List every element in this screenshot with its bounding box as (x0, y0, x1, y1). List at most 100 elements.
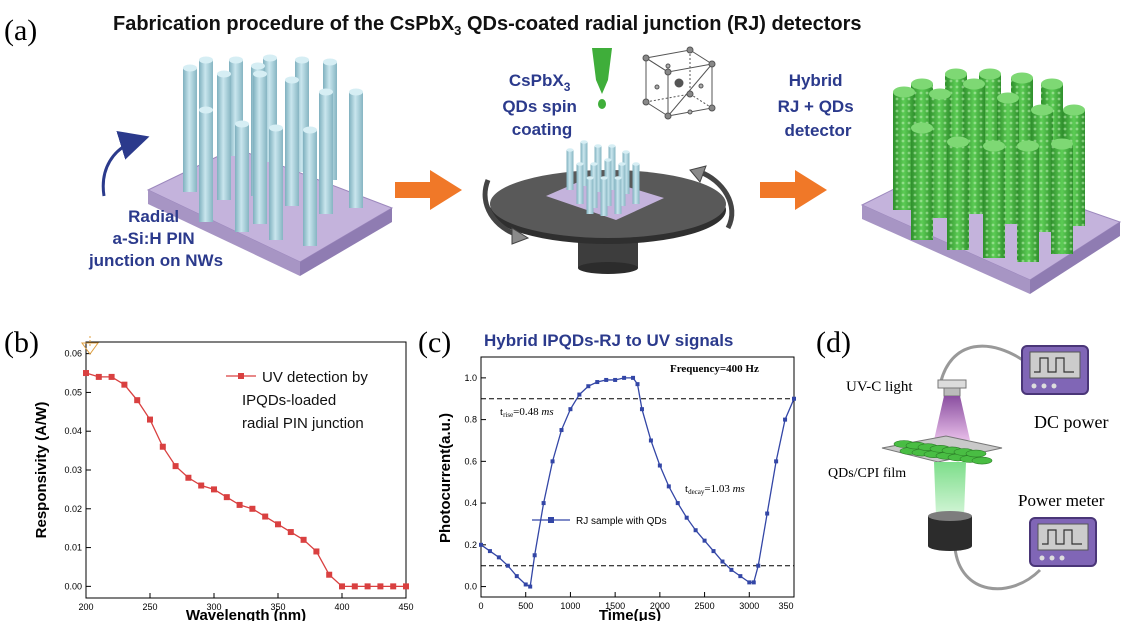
right-label: Hybrid RJ + QDs detector (778, 71, 859, 140)
chart-b-points (83, 370, 409, 590)
chart-c-point (550, 459, 555, 464)
nanowire (594, 146, 602, 192)
chart-b-point (364, 583, 371, 590)
nanowire (235, 124, 249, 232)
chart-b-xtick-label: 400 (334, 602, 349, 612)
chart-c-point (657, 463, 662, 468)
chart-c-point (756, 563, 761, 568)
chart-b-point (377, 583, 384, 590)
chart-c-point (639, 407, 644, 412)
panel-d: (d) (816, 326, 1109, 591)
chart-c-ytick-label: 0.6 (464, 456, 477, 466)
chart-c-ytick-label: 0.8 (464, 415, 477, 425)
chart-c-point (635, 382, 640, 387)
nanowire (217, 74, 231, 200)
chart-b-point (147, 416, 153, 423)
chart-c-xtick-label: 500 (518, 601, 533, 611)
chart-c-point (666, 484, 671, 489)
film-label: QDs/CPI film (828, 466, 906, 481)
wire-meter (953, 547, 1042, 591)
chart-c-point (729, 567, 734, 572)
chart-b-point (262, 513, 269, 520)
chart-b-ylabel: Responsivity (A/W) (33, 402, 50, 539)
chart-c-xtick-label: 1500 (605, 601, 625, 611)
qd-drop (598, 99, 606, 109)
chart-c-point (487, 549, 492, 554)
nanowire-array-right (860, 68, 1122, 294)
chart-b-point (83, 370, 89, 377)
chart-b-ytick-label: 0.04 (64, 426, 82, 436)
nanowire (618, 164, 626, 206)
panel-b-tag: (b) (4, 326, 39, 359)
chart-c-points (479, 375, 796, 589)
chart-c-xlabel: Time(μs) (599, 607, 661, 621)
nanowire (580, 142, 588, 186)
chart-b-ytick-label: 0.00 (64, 581, 82, 591)
process-arrow-1 (395, 170, 462, 210)
chart-c-point (622, 375, 627, 380)
chart-c-xtick-label: 3000 (739, 601, 759, 611)
chart-b-point (249, 505, 256, 512)
chart-c-point (541, 501, 546, 506)
chart-c-xtick-label: 0 (478, 601, 483, 611)
transmitted-beam (934, 462, 966, 516)
chart-b-point (198, 482, 205, 489)
chart-b-point (211, 486, 217, 493)
uv-lamp-icon (934, 379, 970, 440)
chart-b-point (223, 494, 230, 501)
chart-b-point (159, 443, 166, 450)
legend-b-marker (238, 373, 244, 379)
chart-c-point (505, 563, 510, 568)
chart-b-xtick-label: 350 (270, 602, 285, 612)
nanowire (269, 128, 283, 240)
chart-c-axes: 0 500 1000 1500 2000 2500 3000 350 0.0 0.2 0.4 0.6 0… (464, 373, 795, 611)
nanowire (303, 130, 317, 246)
chart-c-point (720, 559, 725, 564)
peak-marker-arrow (81, 342, 99, 355)
panel-a-tag: (a) (4, 14, 37, 47)
chart-b-point (313, 548, 320, 555)
chart-c-point (613, 377, 618, 382)
nanowires-middle (566, 140, 640, 216)
chart-b-xtick-label: 200 (78, 602, 93, 612)
nanowire (608, 146, 616, 190)
chart-c-point (479, 542, 483, 547)
panel-d-tag: (d) (816, 326, 851, 359)
chart-b-point (185, 474, 192, 481)
nanowire (285, 80, 299, 206)
substrate-left-side (148, 190, 300, 276)
legend-c-text: RJ sample with QDs (576, 516, 667, 527)
spin-coater (482, 140, 735, 274)
nanowire (590, 164, 598, 208)
panel-b: (b) 200 250 300 350 400 450 0.00 0.01 0.02 0.03 0.… (4, 326, 414, 621)
uv-light-label: UV-C light (846, 379, 913, 395)
chart-c-point (514, 574, 519, 579)
nanowire (566, 150, 574, 190)
chart-c-ylabel: Photocurrent(a.u.) (437, 413, 454, 543)
chart-c-point (631, 375, 636, 380)
chart-c-point (702, 538, 707, 543)
qd-film (881, 435, 1003, 465)
nanowire (253, 74, 267, 224)
nanowire (622, 152, 630, 194)
legend-c-marker (548, 517, 554, 523)
chart-c-point (577, 392, 582, 397)
chart-c-title: Hybrid IPQDs-RJ to UV signals (484, 331, 733, 350)
chart-c-xtick-label: 1000 (560, 601, 580, 611)
chart-b-point (275, 521, 281, 528)
nanowire (576, 164, 584, 204)
t-decay-label: tdecay=1.03 ms (685, 483, 745, 496)
chart-c-point (532, 553, 537, 558)
chart-c-point (586, 384, 591, 389)
chart-b-point (326, 571, 333, 578)
left-label: Radial a-Si:H PIN junction on NWs (88, 207, 223, 270)
wire-dc (938, 344, 1031, 386)
chart-c-point (711, 549, 716, 554)
chart-b-point (236, 501, 243, 508)
legend-b-text: UV detection by IPQDs-loaded radial PIN … (242, 369, 372, 432)
chart-b-point (121, 381, 128, 388)
chart-c-point (792, 396, 796, 401)
chart-c-point (738, 574, 743, 579)
crystal-structure-icon (642, 46, 716, 120)
